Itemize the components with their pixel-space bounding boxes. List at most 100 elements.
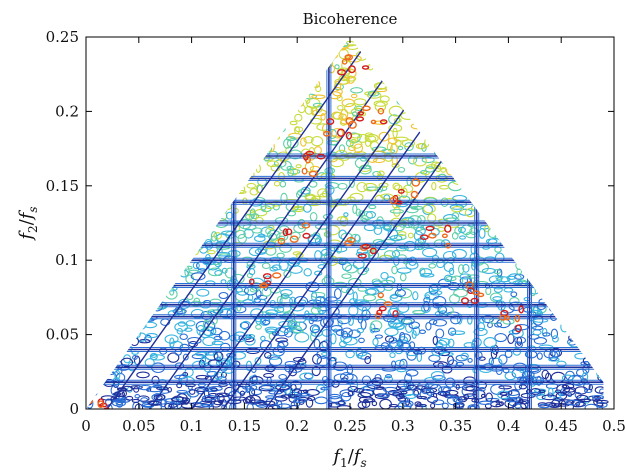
contour-loop [169,230,185,241]
contour-loop [172,100,184,112]
contour-loop [421,387,438,394]
contour-loop [504,56,512,64]
contour-loop [486,184,496,193]
contour-loop [585,230,593,239]
contour-loop [592,213,603,223]
contour-loop [576,182,589,188]
contour-loop [231,91,242,102]
contour-loop [395,245,409,252]
contour-loop [168,91,181,99]
contour-loop [447,39,461,46]
contour-loop [148,239,158,244]
contour-loop [93,105,104,113]
contour-loop [573,236,582,244]
contour-loop [572,150,585,161]
contour-loop [522,260,530,265]
contour-loop [180,49,189,60]
contour-loop [526,148,540,155]
contour-peak [80,399,85,405]
contour-loop [171,244,186,253]
contour-loop [525,160,531,167]
contour-loop [142,403,155,408]
contour-loop [112,264,125,270]
contour-loop [206,249,216,255]
x-tick-label: 0.2 [285,417,309,435]
contour-loop [148,400,162,406]
contour-loop [510,193,520,201]
contour-loop [227,81,235,90]
y-tick-label: 0.25 [46,28,79,46]
contour-loop [239,390,246,396]
contour-loop [283,138,292,149]
contour-loop [184,140,197,150]
contour-loop [348,277,362,288]
contour-loop [522,183,536,194]
contour-loop [87,57,98,65]
contour-loop [419,113,432,124]
contour-loop [513,214,528,225]
contour-loop [592,83,604,89]
contour-loop [101,141,112,148]
contour-loop [528,391,542,397]
contour-loop [392,182,401,191]
contour-loop [522,58,529,64]
contour-peak [425,225,435,232]
contour-loop [101,80,112,88]
contour-loop [548,159,557,171]
contour-loop [252,50,261,55]
contour-loop [505,79,512,90]
contour-loop [583,318,599,326]
contour-loop [539,163,552,170]
contour-loop [419,268,433,277]
contour-loop [244,39,253,50]
contour-loop [500,146,515,152]
contour-loop [551,270,565,279]
contour-loop [185,218,198,226]
contour-loop [396,68,405,74]
contour-loop [527,107,541,116]
contour-loop [110,204,119,215]
contour-loop [456,125,468,134]
contour-loop [93,287,107,293]
contour-loop [323,57,332,67]
contour-loop [156,265,169,274]
x-tick-label: 0.45 [544,417,577,435]
contour-loop [102,280,113,290]
contour-loop [540,86,555,97]
contour-loop [303,268,312,277]
contour-loop [497,300,506,311]
contour-loop [497,152,508,159]
contour-loop [128,128,141,135]
contour-loop [317,188,329,198]
contour-loop [161,168,169,176]
contour-loop [567,159,577,169]
contour-peak [441,233,448,239]
contour-loop [538,182,545,192]
contour-loop [148,178,163,185]
contour-loop [229,87,241,96]
contour-loop [532,237,545,244]
contour-loop [234,104,243,111]
contour-loop [398,60,409,71]
contour-loop [178,53,189,58]
contour-loop [584,136,594,141]
contour-loop [504,155,517,163]
contour-loop [122,286,137,294]
contour-loop [577,118,588,124]
contour-loop [185,383,196,388]
contour-loop [154,267,167,278]
contour-loop [166,223,178,235]
contour-loop [86,284,97,294]
contour-loop [87,295,95,301]
contour-loop [606,207,611,215]
contour-loop [198,48,211,59]
contour-loop [246,334,256,339]
contour-loop [537,60,551,71]
contour-loop [350,93,358,99]
contour-loop [318,309,324,315]
contour-loop [280,394,292,399]
contour-loop [422,204,433,215]
contour-loop [249,188,259,196]
contour-loop [329,48,340,55]
contour-loop [521,225,533,230]
